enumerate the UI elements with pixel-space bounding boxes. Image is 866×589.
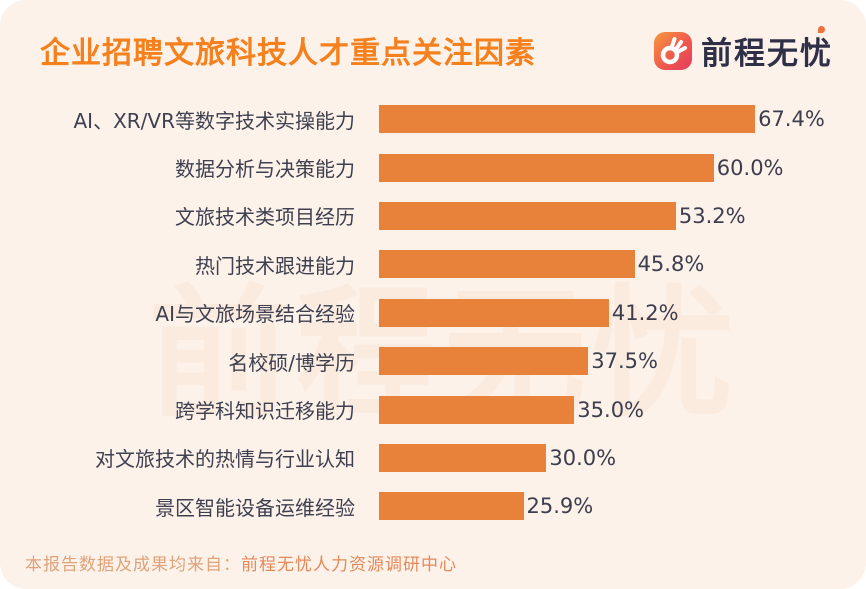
bar-chart: AI、XR/VR等数字技术实操能力 67.4% 数据分析与决策能力 60.0% 文旅技术… [20, 95, 852, 531]
value-label: 67.4% [758, 107, 825, 132]
bar-row: 跨学科知识迁移能力 35.0% [20, 385, 852, 433]
value-label: 60.0% [716, 155, 784, 180]
category-label: 数据分析与决策能力 [175, 157, 355, 182]
bar-row: 热门技术跟进能力 45.8% [20, 240, 852, 288]
value-label: 37.5% [591, 349, 658, 374]
bar [379, 201, 676, 230]
51job-hand-icon [654, 31, 692, 70]
category-label: 文旅技术类项目经历 [175, 205, 355, 230]
bar-row: AI、XR/VR等数字技术实操能力 67.4% [20, 95, 852, 143]
brand-logo-text: 前程无忧 [701, 26, 833, 73]
bar-row: 数据分析与决策能力 60.0% [20, 143, 852, 191]
page-title: 企业招聘文旅科技人才重点关注因素 [40, 36, 536, 71]
bar [379, 153, 714, 182]
bar [379, 395, 575, 424]
value-label: 41.2% [611, 300, 679, 325]
source-note: 本报告数据及成果均来自：前程无忧人力资源调研中心 [25, 550, 457, 575]
value-label: 53.2% [678, 203, 746, 228]
value-label: 30.0% [549, 445, 617, 470]
bar [379, 250, 635, 279]
category-label: 名校硕/博学历 [228, 350, 355, 375]
bar [379, 443, 547, 472]
bar [379, 347, 589, 376]
value-label: 25.9% [526, 494, 594, 519]
source-note-org: 前程无忧人力资源调研中心 [241, 555, 457, 575]
category-label: 景区智能设备运维经验 [155, 495, 355, 520]
category-label: AI与文旅场景结合经验 [155, 302, 355, 327]
category-label: 热门技术跟进能力 [195, 253, 355, 278]
brand-logo: 前程无忧 [654, 26, 833, 73]
category-label: 跨学科知识迁移能力 [175, 399, 355, 424]
bar-row: 对文旅技术的热情与行业认知 30.0% [20, 434, 852, 482]
bar-row: 文旅技术类项目经历 53.2% [20, 192, 852, 240]
value-label: 45.8% [637, 252, 705, 277]
bar-row: AI与文旅场景结合经验 41.2% [20, 289, 852, 337]
category-label: 对文旅技术的热情与行业认知 [95, 447, 355, 472]
bar [379, 492, 524, 521]
bar-row: 景区智能设备运维经验 25.9% [20, 482, 852, 530]
source-note-prefix: 本报告数据及成果均来自： [25, 555, 241, 575]
value-label: 35.0% [577, 397, 645, 422]
bar-row: 名校硕/博学历 37.5% [20, 337, 852, 385]
bar [379, 298, 609, 327]
category-label: AI、XR/VR等数字技术实操能力 [73, 108, 356, 133]
bar [379, 105, 756, 134]
